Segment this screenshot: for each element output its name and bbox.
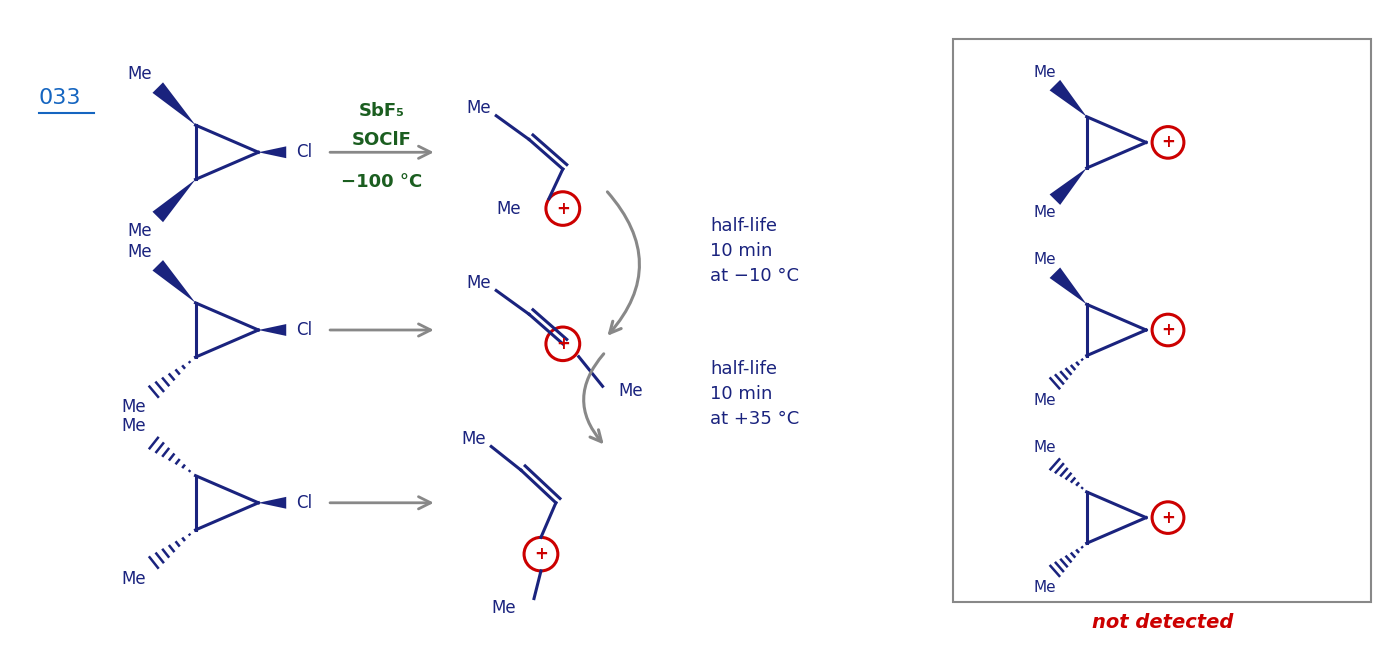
Text: not detected: not detected (1092, 613, 1233, 632)
Text: Me: Me (497, 199, 521, 218)
Text: Me: Me (1033, 580, 1056, 595)
Text: Me: Me (491, 599, 517, 618)
Text: SOClF: SOClF (351, 131, 412, 149)
Polygon shape (153, 82, 196, 125)
Text: Me: Me (127, 242, 153, 261)
Polygon shape (1050, 168, 1086, 205)
Text: Me: Me (466, 99, 491, 117)
Text: +: + (556, 335, 570, 353)
Text: Me: Me (1033, 205, 1056, 220)
Text: Me: Me (122, 417, 146, 435)
Text: 033: 033 (39, 88, 81, 108)
Text: Me: Me (122, 397, 146, 416)
Text: Me: Me (122, 570, 146, 588)
Text: half-life
10 min
at +35 °C: half-life 10 min at +35 °C (710, 360, 799, 428)
Text: Cl: Cl (297, 321, 312, 339)
Polygon shape (259, 147, 286, 158)
Polygon shape (153, 180, 196, 222)
Text: +: + (1161, 509, 1175, 527)
Polygon shape (153, 260, 196, 303)
Text: SbF₅: SbF₅ (358, 102, 405, 120)
Text: Me: Me (1033, 65, 1056, 80)
Text: half-life
10 min
at −10 °C: half-life 10 min at −10 °C (710, 217, 799, 285)
Polygon shape (1050, 267, 1086, 304)
Text: Me: Me (466, 274, 491, 292)
Text: +: + (1161, 133, 1175, 151)
Text: −100 °C: −100 °C (342, 173, 423, 191)
Text: Me: Me (127, 65, 153, 82)
FancyBboxPatch shape (953, 39, 1371, 601)
Text: +: + (556, 199, 570, 218)
Text: Cl: Cl (297, 143, 312, 161)
Text: Me: Me (619, 382, 643, 400)
Text: +: + (533, 545, 547, 563)
Text: Me: Me (127, 222, 153, 240)
Polygon shape (259, 324, 286, 336)
Polygon shape (259, 497, 286, 509)
Text: Me: Me (1033, 440, 1056, 455)
Text: Me: Me (1033, 252, 1056, 267)
Text: +: + (1161, 321, 1175, 339)
Text: Me: Me (1033, 393, 1056, 408)
Text: Me: Me (462, 430, 486, 447)
Text: Cl: Cl (297, 494, 312, 512)
Polygon shape (1050, 80, 1086, 117)
